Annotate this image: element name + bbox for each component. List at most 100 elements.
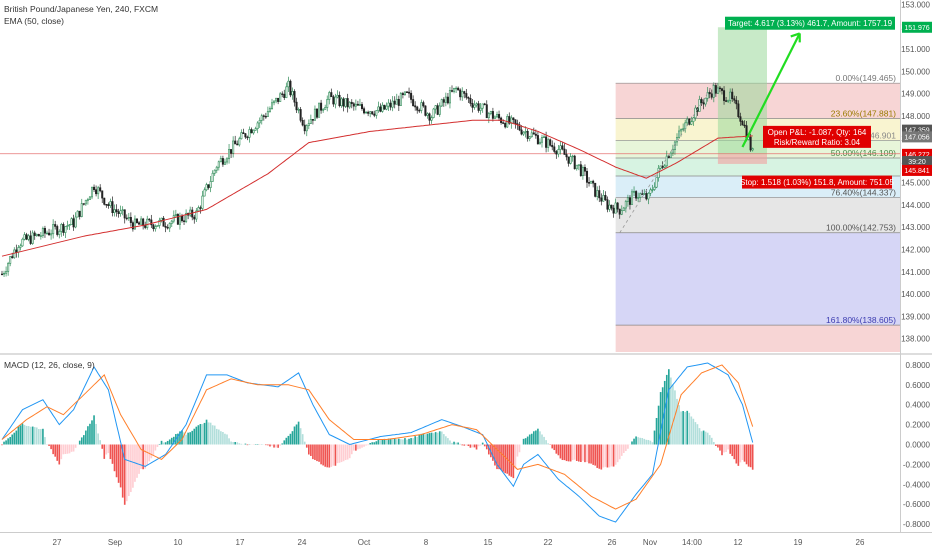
candle-body[interactable] (495, 114, 499, 118)
candle-body[interactable] (166, 227, 169, 229)
candle-body[interactable] (446, 96, 449, 104)
candle-body[interactable] (303, 124, 306, 132)
candle-body[interactable] (628, 197, 631, 205)
candle-body[interactable] (735, 99, 738, 105)
candle-body[interactable] (573, 155, 576, 170)
candle-body[interactable] (309, 119, 312, 124)
candle-body[interactable] (84, 199, 87, 205)
candle-body[interactable] (348, 101, 351, 108)
candle-body[interactable] (408, 91, 411, 94)
candle-body[interactable] (522, 131, 525, 135)
candle-body[interactable] (649, 189, 652, 194)
stop-label-box[interactable] (742, 175, 892, 189)
candle-body[interactable] (101, 190, 104, 199)
candle-body[interactable] (266, 111, 269, 117)
candle-body[interactable] (152, 224, 155, 230)
candle-body[interactable] (244, 133, 247, 138)
candle-body[interactable] (684, 122, 687, 130)
candle-body[interactable] (395, 98, 398, 105)
candle-body[interactable] (731, 91, 734, 99)
candle-body[interactable] (655, 177, 658, 188)
candle-body[interactable] (305, 125, 308, 132)
candle-body[interactable] (103, 197, 106, 205)
candle-body[interactable] (90, 186, 94, 198)
candle-body[interactable] (678, 130, 681, 138)
candle-body[interactable] (614, 202, 617, 214)
candle-body[interactable] (749, 136, 752, 151)
candle-body[interactable] (704, 97, 707, 105)
candle-body[interactable] (432, 108, 435, 118)
candle-body[interactable] (281, 93, 284, 95)
candle-body[interactable] (502, 122, 505, 124)
candle-body[interactable] (311, 119, 314, 121)
candle-body[interactable] (450, 90, 454, 92)
candle-body[interactable] (15, 249, 18, 253)
candle-body[interactable] (536, 135, 539, 145)
candle-body[interactable] (389, 102, 392, 108)
candle-body[interactable] (275, 97, 278, 102)
target-zone[interactable] (717, 27, 767, 155)
candle-body[interactable] (405, 91, 409, 93)
candle-body[interactable] (193, 216, 196, 220)
candle-body[interactable] (538, 141, 541, 145)
candle-body[interactable] (540, 137, 544, 143)
candle-body[interactable] (604, 195, 607, 201)
candle-body[interactable] (285, 86, 288, 98)
candle-body[interactable] (283, 93, 286, 98)
candle-body[interactable] (176, 214, 179, 225)
candle-body[interactable] (138, 222, 141, 225)
candle-body[interactable] (438, 105, 441, 115)
candle-body[interactable] (553, 146, 556, 152)
candle-body[interactable] (211, 172, 214, 182)
candle-body[interactable] (170, 220, 173, 224)
candle-body[interactable] (739, 116, 742, 122)
candle-body[interactable] (340, 98, 343, 107)
candle-body[interactable] (328, 92, 331, 100)
candle-body[interactable] (612, 207, 615, 214)
candle-body[interactable] (352, 103, 355, 107)
ema-legend[interactable]: EMA (50, close) (4, 16, 64, 26)
candle-body[interactable] (387, 102, 390, 107)
candle-body[interactable] (346, 98, 349, 108)
candle-body[interactable] (455, 87, 458, 90)
candle-body[interactable] (160, 217, 163, 221)
candle-body[interactable] (483, 103, 486, 105)
candle-body[interactable] (618, 208, 621, 215)
candle-body[interactable] (436, 105, 439, 115)
candle-body[interactable] (217, 161, 220, 168)
candle-body[interactable] (690, 121, 693, 125)
candle-body[interactable] (727, 100, 730, 102)
candle-body[interactable] (342, 98, 345, 107)
candle-body[interactable] (144, 225, 147, 228)
candle-body[interactable] (7, 263, 10, 272)
candle-body[interactable] (635, 191, 638, 199)
candle-body[interactable] (199, 207, 202, 209)
candle-body[interactable] (371, 111, 374, 115)
candle-body[interactable] (504, 122, 507, 128)
candle-body[interactable] (700, 99, 703, 104)
candle-body[interactable] (420, 102, 423, 111)
candle-body[interactable] (58, 231, 61, 235)
candle-body[interactable] (344, 98, 347, 107)
candle-body[interactable] (180, 215, 184, 222)
candle-body[interactable] (718, 87, 721, 90)
ema-line[interactable] (1, 119, 753, 257)
candle-body[interactable] (424, 105, 427, 116)
candle-body[interactable] (19, 245, 22, 248)
candle-body[interactable] (97, 187, 100, 195)
candle-body[interactable] (708, 92, 711, 95)
candle-body[interactable] (514, 119, 517, 125)
candle-body[interactable] (62, 224, 65, 233)
candle-body[interactable] (671, 149, 674, 154)
candle-body[interactable] (201, 195, 204, 209)
candle-body[interactable] (11, 256, 14, 259)
candle-body[interactable] (512, 117, 515, 120)
candle-body[interactable] (172, 215, 175, 222)
price-tag-box[interactable] (902, 164, 932, 176)
candle-body[interactable] (254, 128, 257, 131)
candle-body[interactable] (115, 209, 118, 212)
candle-body[interactable] (95, 189, 98, 195)
candle-body[interactable] (240, 132, 243, 140)
candle-body[interactable] (121, 209, 124, 211)
candle-body[interactable] (675, 137, 679, 143)
